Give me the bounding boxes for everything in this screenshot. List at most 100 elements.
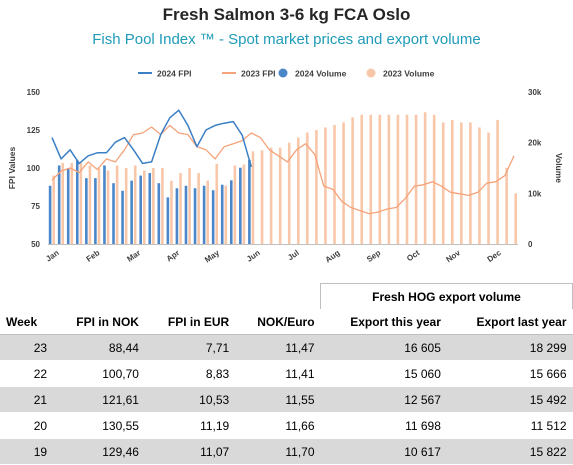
bar-2023-volume: [179, 173, 182, 244]
y2-tick-label: 20k: [528, 139, 542, 148]
bar-2024-volume: [202, 185, 206, 244]
bar-2024-volume: [248, 159, 251, 244]
bar-2023-volume: [487, 132, 490, 244]
cell-nok-euro: 11,70: [235, 438, 321, 465]
bar-2023-volume: [106, 170, 110, 244]
cell-export-this-year: 11 698: [320, 412, 447, 439]
bar-2024-volume: [239, 167, 242, 244]
bar-2023-volume: [215, 163, 219, 244]
bar-2023-volume: [460, 122, 463, 244]
legend-label: 2023 Volume: [383, 69, 435, 79]
bar-2023-volume: [52, 175, 55, 244]
bar-2023-volume: [469, 122, 472, 244]
cell-fpi-nok: 129,46: [53, 438, 145, 465]
x-tick-label: Jan: [44, 248, 61, 263]
bar-2024-volume: [75, 160, 79, 244]
bar-2023-volume: [61, 162, 65, 244]
bar-2023-volume: [387, 114, 391, 244]
bar-2024-volume: [148, 173, 152, 244]
x-tick-label: Mar: [125, 248, 142, 264]
bar-2024-volume: [130, 180, 133, 244]
x-tick-label: Aug: [324, 248, 342, 264]
bar-2023-volume: [342, 122, 345, 244]
bar-2024-volume: [157, 183, 161, 244]
cell-fpi-eur: 8,83: [144, 360, 236, 387]
x-tick-label: Sep: [365, 248, 382, 264]
bar-2023-volume: [496, 119, 499, 244]
bar-2023-volume: [70, 162, 74, 244]
bar-2023-volume: [405, 114, 409, 244]
x-tick-label: Oct: [405, 248, 421, 263]
col-export-this-year: Export this year: [320, 309, 447, 335]
y2-axis-title: Volume: [554, 153, 564, 183]
bar-2023-volume: [351, 117, 354, 244]
cell-export-this-year: 16 605: [320, 334, 447, 361]
y-tick-label: 125: [27, 126, 41, 135]
col-week: Week: [0, 309, 54, 335]
bar-2023-volume: [505, 168, 508, 244]
bar-2024-volume: [184, 185, 188, 244]
cell-export-last-year: 15 822: [446, 438, 573, 465]
bar-2023-volume: [197, 173, 200, 244]
line-2024-fpi: [51, 109, 253, 168]
cell-fpi-nok: 121,61: [53, 386, 145, 413]
bar-2023-volume: [414, 114, 418, 244]
bar-2024-volume: [85, 178, 88, 244]
bar-2024-volume: [94, 178, 97, 244]
bar-2023-volume: [170, 180, 173, 244]
cell-nok-euro: 11,66: [235, 412, 321, 439]
cell-week: 20: [0, 412, 54, 439]
table-row: 23 88,44 7,71 11,47 16 605 18 299: [0, 334, 573, 361]
y2-tick-label: 10k: [528, 189, 542, 198]
col-export-last-year: Export last year: [446, 309, 573, 335]
bar-2023-volume: [378, 114, 382, 244]
bar-2024-volume: [66, 168, 70, 244]
legend-label: 2023 FPI: [241, 69, 276, 79]
x-tick-label: Dec: [486, 248, 504, 264]
col-fpi-nok: FPI in NOK: [53, 309, 145, 335]
table-row: 19 129,46 11,07 11,70 10 617 15 822: [0, 438, 573, 465]
y-tick-label: 100: [27, 164, 41, 173]
bar-2023-volume: [360, 114, 363, 244]
line-2023-fpi: [51, 124, 515, 215]
x-tick-label: Jul: [286, 248, 301, 262]
bar-2023-volume: [79, 162, 83, 244]
bar-2024-volume: [229, 180, 233, 244]
cell-nok-euro: 11,47: [235, 334, 321, 361]
bar-2023-volume: [432, 114, 436, 244]
x-tick-label: Jun: [245, 248, 262, 264]
cell-export-this-year: 15 060: [320, 360, 447, 387]
cell-export-this-year: 12 567: [320, 386, 447, 413]
bar-2023-volume: [269, 147, 273, 244]
bar-2023-volume: [296, 137, 300, 244]
bars-2023-volume: [52, 112, 517, 244]
y-tick-label: 50: [31, 240, 40, 249]
bar-2023-volume: [478, 127, 481, 244]
x-tick-label: May: [203, 248, 221, 265]
bar-2023-volume: [188, 168, 191, 244]
table-spacer: [0, 283, 321, 309]
cell-fpi-nok: 100,70: [53, 360, 145, 387]
bar-2024-volume: [57, 165, 61, 244]
cell-week: 22: [0, 360, 54, 387]
bar-2023-volume: [115, 165, 119, 244]
y2-tick-label: 0: [528, 240, 533, 249]
cell-fpi-eur: 7,71: [144, 334, 236, 361]
bar-2023-volume: [315, 130, 318, 244]
cell-week: 23: [0, 334, 54, 361]
cell-export-last-year: 18 299: [446, 334, 573, 361]
bar-2023-volume: [161, 168, 164, 244]
bar-2024-volume: [112, 183, 115, 244]
cell-nok-euro: 11,41: [235, 360, 321, 387]
bar-2024-volume: [175, 188, 179, 244]
y-tick-label: 150: [27, 88, 41, 97]
bar-2023-volume: [152, 168, 155, 244]
table-row: 20 130,55 11,19 11,66 11 698 11 512: [0, 412, 573, 439]
chart-legend: 2024 FPI 2023 FPI 2024 Volume 2023 Volume: [138, 68, 435, 79]
bar-2023-volume: [142, 170, 146, 244]
bar-2023-volume: [396, 114, 400, 244]
bar-2024-volume: [121, 190, 124, 244]
fpi-lines: [51, 109, 515, 215]
x-tick-label: Apr: [165, 248, 181, 263]
bar-2023-volume: [324, 127, 327, 244]
